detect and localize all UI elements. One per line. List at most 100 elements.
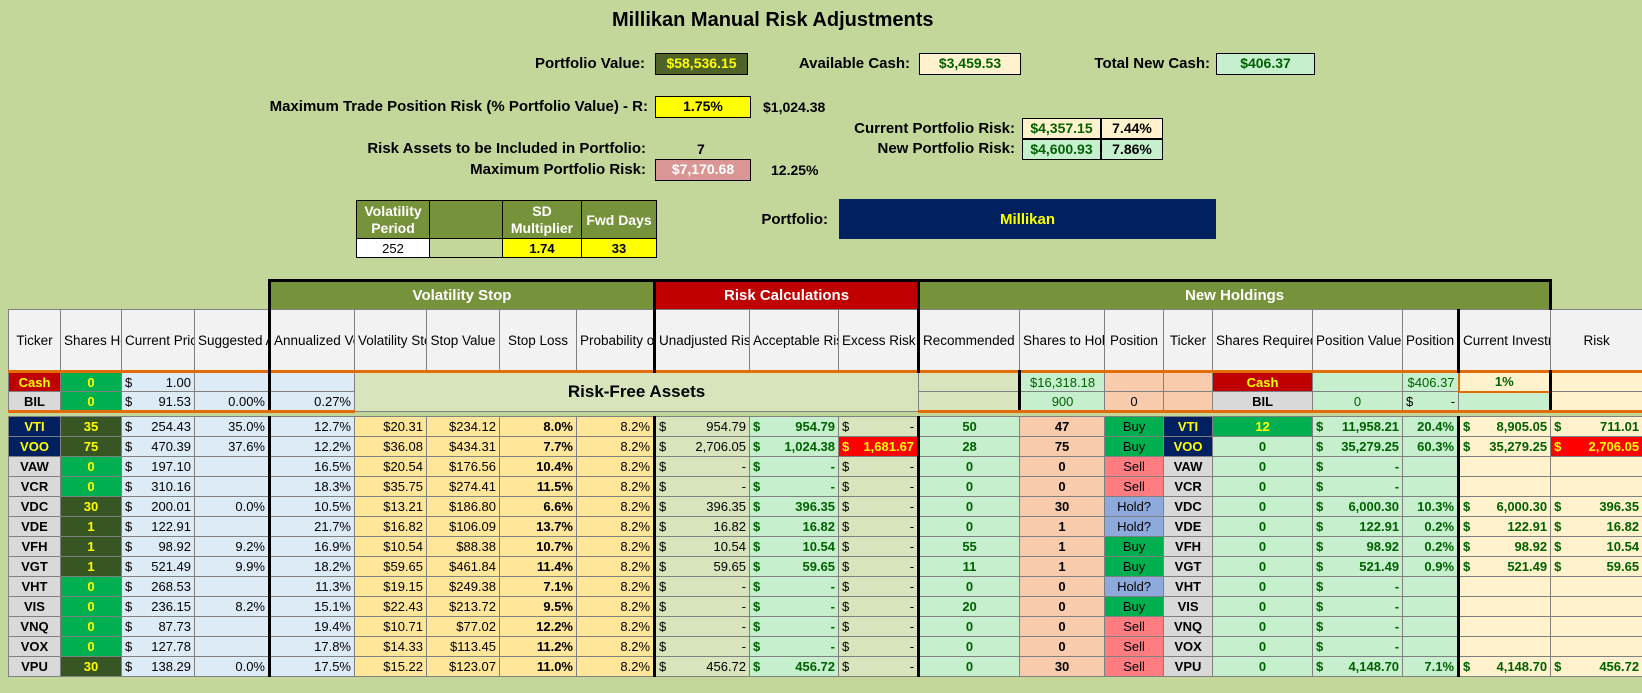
recommended-shares-cell[interactable]: 55	[917, 536, 1021, 557]
suggested-allocation-cell[interactable]	[194, 456, 270, 477]
suggested-allocation-cell[interactable]	[194, 371, 270, 392]
position-cell[interactable]: Sell	[1104, 656, 1165, 677]
position-value-cell[interactable]: $ -	[1312, 616, 1404, 637]
recommended-shares-cell[interactable]: 0	[917, 476, 1021, 497]
recommended-shares-cell[interactable]: 0	[917, 456, 1021, 477]
shares-to-hold-cell[interactable]: 30	[1019, 656, 1106, 677]
acceptable-risk-cell[interactable]: $1,024.38	[749, 436, 840, 457]
current-investments-cell[interactable]	[1457, 476, 1552, 497]
stop-loss-cell[interactable]: 10.4%	[499, 456, 577, 477]
unadjusted-risk-cell[interactable]: $ -	[653, 576, 751, 597]
shares-to-hold-cell[interactable]: 1	[1019, 516, 1106, 537]
probability-of-stop-cell[interactable]: 8.2%	[575, 616, 656, 637]
acceptable-risk-cell[interactable]: $456.72	[749, 656, 840, 677]
excess-risk-cell[interactable]: $1,681.67	[838, 436, 920, 457]
volatility-stop-cell[interactable]: $10.54	[354, 536, 427, 557]
excess-risk-cell[interactable]: $ -	[838, 476, 920, 497]
ticker2-cell[interactable]: VTI	[1163, 416, 1214, 437]
excess-risk-cell[interactable]: $ -	[838, 416, 920, 437]
unadjusted-risk-cell[interactable]: $10.54	[653, 536, 751, 557]
position-pct-cell[interactable]	[1402, 576, 1460, 597]
ticker2-cell[interactable]: VIS	[1163, 596, 1214, 617]
stop-value-cell[interactable]: $106.09	[426, 516, 500, 537]
suggested-allocation-cell[interactable]: 0.00%	[194, 391, 270, 413]
acceptable-risk-cell[interactable]: $396.35	[749, 496, 840, 517]
shares-held-cell[interactable]: 0	[60, 371, 122, 392]
probability-of-stop-cell[interactable]: 8.2%	[575, 476, 656, 497]
position-pct-cell[interactable]	[1402, 596, 1460, 617]
shares-held-cell[interactable]: 1	[60, 556, 122, 577]
position-pct-cell[interactable]	[1402, 476, 1460, 497]
probability-of-stop-cell[interactable]: 8.2%	[575, 536, 656, 557]
shares-to-hold-cell[interactable]: 0	[1019, 476, 1106, 497]
total-new-cash-cell[interactable]: $406.37	[1216, 53, 1315, 75]
ticker2-cell[interactable]: VGT	[1163, 556, 1214, 577]
unadjusted-risk-cell[interactable]: $ -	[653, 616, 751, 637]
stop-value-cell[interactable]: $249.38	[426, 576, 500, 597]
shares-held-cell[interactable]: 75	[60, 436, 122, 457]
position-cell[interactable]: Sell	[1104, 456, 1165, 477]
ticker-cell[interactable]: VOX	[8, 636, 61, 657]
recommended-shares-cell[interactable]: 11	[917, 556, 1021, 577]
shares-to-hold-cell[interactable]: 0	[1019, 636, 1106, 657]
recommended-shares-cell[interactable]: 0	[917, 576, 1021, 597]
shares-required-cell[interactable]: 0	[1212, 616, 1314, 637]
current-price-cell[interactable]: $254.43	[121, 416, 195, 437]
stop-value-cell[interactable]: $274.41	[426, 476, 500, 497]
position-cell[interactable]: Buy	[1104, 536, 1165, 557]
shares-held-cell[interactable]: 0	[60, 616, 122, 637]
ticker2-cell[interactable]: VOX	[1163, 636, 1214, 657]
stop-loss-cell[interactable]: 6.6%	[499, 496, 577, 517]
shares-to-hold-cell[interactable]: 0	[1104, 391, 1165, 413]
position-value-cell[interactable]: $ -	[1402, 391, 1460, 413]
position-pct-cell[interactable]: 0.2%	[1402, 516, 1460, 537]
shares-required-cell[interactable]: 0	[1212, 636, 1314, 657]
shares-to-hold-cell[interactable]: 0	[1019, 616, 1106, 637]
annualized-volatility-cell[interactable]: 12.7%	[268, 416, 355, 437]
risk-cell[interactable]	[1550, 456, 1642, 477]
current-price-cell[interactable]: $236.15	[121, 596, 195, 617]
max-portfolio-risk-value[interactable]: $7,170.68	[655, 159, 751, 181]
recommended-shares-cell[interactable]: 28	[917, 436, 1021, 457]
position-value-cell[interactable]: $ -	[1312, 636, 1404, 657]
unadjusted-risk-cell[interactable]: $ -	[653, 596, 751, 617]
stop-loss-cell[interactable]: 7.7%	[499, 436, 577, 457]
new-portfolio-risk-pct[interactable]: 7.86%	[1101, 139, 1163, 160]
ticker2-cell[interactable]: VNQ	[1163, 616, 1214, 637]
risk-cell[interactable]: $59.65	[1550, 556, 1642, 577]
stop-value-cell[interactable]: $88.38	[426, 536, 500, 557]
position-pct-cell[interactable]: 10.3%	[1402, 496, 1460, 517]
current-investments-cell[interactable]	[1457, 456, 1552, 477]
volatility-stop-cell[interactable]: $35.75	[354, 476, 427, 497]
position-cell[interactable]: Buy	[1104, 436, 1165, 457]
current-price-cell[interactable]: $1.00	[121, 371, 195, 392]
shares-held-cell[interactable]: 30	[60, 496, 122, 517]
excess-risk-cell[interactable]: $ -	[838, 556, 920, 577]
stop-value-cell[interactable]: $123.07	[426, 656, 500, 677]
acceptable-risk-cell[interactable]: $ -	[749, 476, 840, 497]
annualized-volatility-cell[interactable]: 18.3%	[268, 476, 355, 497]
ticker-cell[interactable]: Cash	[8, 371, 61, 392]
stop-loss-cell[interactable]: 11.4%	[499, 556, 577, 577]
ticker-cell[interactable]: VNQ	[8, 616, 61, 637]
annualized-volatility-cell[interactable]: 16.9%	[268, 536, 355, 557]
position-cell[interactable]: Buy	[1104, 416, 1165, 437]
probability-of-stop-cell[interactable]: 8.2%	[575, 636, 656, 657]
position-cell[interactable]: Sell	[1104, 616, 1165, 637]
suggested-allocation-cell[interactable]	[194, 576, 270, 597]
annualized-volatility-cell[interactable]: 15.1%	[268, 596, 355, 617]
risk-cell[interactable]: $16.82	[1550, 516, 1642, 537]
position-value-cell[interactable]: $ -	[1312, 476, 1404, 497]
position-value-cell[interactable]: $406.37	[1402, 371, 1460, 392]
probability-of-stop-cell[interactable]: 8.2%	[575, 436, 656, 457]
ticker-cell[interactable]: VPU	[8, 656, 61, 677]
risk-cell[interactable]: $2,706.05	[1550, 436, 1642, 457]
current-portfolio-risk-pct[interactable]: 7.44%	[1101, 118, 1163, 139]
position-cell[interactable]	[1163, 371, 1214, 392]
volatility-stop-cell[interactable]: $19.15	[354, 576, 427, 597]
position-cell[interactable]: Buy	[1104, 556, 1165, 577]
position-pct-cell[interactable]: 60.3%	[1402, 436, 1460, 457]
ticker-cell[interactable]: VFH	[8, 536, 61, 557]
stop-loss-cell[interactable]: 11.0%	[499, 656, 577, 677]
shares-required-cell[interactable]: 0	[1212, 576, 1314, 597]
